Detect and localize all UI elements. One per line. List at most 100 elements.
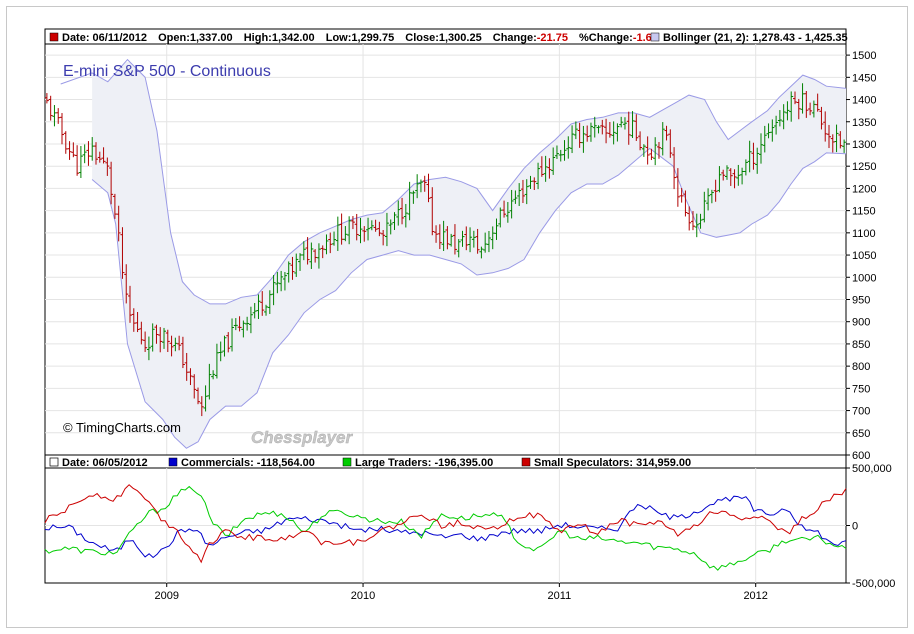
ohlc-bar — [751, 142, 756, 170]
ohlc-bar — [434, 225, 439, 243]
ohlc-bar — [554, 145, 559, 159]
header-high: High:1,342.00 — [244, 32, 315, 44]
ohlc-bar — [290, 256, 295, 280]
header-open: Open:1,337.00 — [158, 32, 233, 44]
price-y-tick-label: 1100 — [852, 228, 876, 240]
ohlc-bar — [709, 189, 714, 204]
ohlc-bar — [384, 212, 389, 247]
ohlc-bar — [706, 188, 711, 211]
header-bollinger: Bollinger (21, 2): 1,278.43 - 1,425.35 — [663, 32, 848, 44]
ohlc-bar — [105, 157, 110, 176]
ohlc-bar — [558, 149, 563, 162]
ohlc-bar — [184, 352, 189, 381]
ohlc-bar — [143, 331, 148, 352]
ohlc-bar — [301, 241, 306, 261]
ohlc-bar — [800, 83, 805, 114]
ohlc-bar — [653, 137, 658, 166]
ohlc-bar — [180, 336, 185, 369]
ohlc-bar — [245, 316, 250, 331]
ohlc-bar — [400, 197, 405, 225]
ohlc-bar — [392, 212, 397, 230]
ohlc-bar — [592, 116, 597, 138]
ohlc-bar — [260, 291, 265, 316]
ohlc-bar — [834, 124, 839, 153]
ohlc-bar — [483, 232, 488, 253]
ohlc-bar — [381, 230, 386, 246]
ohlc-bar — [48, 95, 53, 121]
ohlc-bar — [823, 111, 828, 142]
ohlc-bar — [551, 147, 556, 175]
ohlc-bar — [811, 100, 816, 118]
ohlc-bar — [354, 213, 359, 241]
ohlc-bar — [286, 261, 291, 283]
price-bars — [44, 83, 847, 417]
header-pct-label: %Change: — [579, 32, 633, 44]
ohlc-bar — [524, 179, 529, 205]
ohlc-bar — [732, 169, 737, 189]
ohlc-bar — [366, 217, 371, 241]
ohlc-bar — [101, 147, 106, 164]
ohlc-bar — [619, 116, 624, 128]
ohlc-bar — [426, 173, 431, 203]
watermark-text: Chessplayer — [251, 428, 353, 447]
ohlc-bar — [758, 133, 763, 164]
ohlc-bar — [471, 230, 476, 248]
ohlc-bar — [339, 213, 344, 245]
ohlc-bar — [411, 190, 416, 204]
ohlc-bar — [641, 144, 646, 157]
ohlc-bar — [838, 131, 843, 149]
cot-lines — [44, 484, 847, 571]
ohlc-bar — [789, 91, 794, 122]
ohlc-bar — [445, 226, 450, 250]
bollinger-bands — [60, 58, 847, 449]
ohlc-bar — [377, 221, 382, 237]
price-y-tick-label: 1150 — [852, 206, 876, 218]
ohlc-bar — [687, 206, 692, 231]
ohlc-bar — [570, 125, 575, 154]
ohlc-bar — [486, 230, 491, 253]
commercials-swatch — [168, 457, 178, 467]
ohlc-bar — [63, 131, 68, 154]
price-y-tick-label: 1200 — [852, 183, 876, 195]
ohlc-bar — [826, 124, 831, 149]
ohlc-bar — [418, 179, 423, 193]
ohlc-bar — [460, 230, 465, 247]
price-y-axis: 600 650 700 750 800 850 900 950 1000 1050 1100 1150… — [846, 50, 876, 462]
large-traders-swatch — [342, 457, 352, 467]
ohlc-bar — [702, 191, 707, 223]
ohlc-bar — [196, 387, 201, 405]
ohlc-bar — [766, 123, 771, 139]
price-y-tick-label: 1350 — [852, 117, 876, 129]
ohlc-bar — [44, 93, 49, 104]
ohlc-bar — [498, 207, 503, 228]
price-y-tick-label: 600 — [852, 450, 870, 462]
ohlc-bar — [226, 332, 231, 353]
ohlc-bar — [611, 121, 616, 145]
ohlc-bar — [369, 220, 374, 231]
cot-y-tick-label: -500,000 — [852, 578, 895, 590]
ohlc-bar — [233, 318, 238, 331]
ohlc-bar — [638, 131, 643, 151]
price-y-tick-label: 650 — [852, 428, 870, 440]
ohlc-bar — [683, 190, 688, 217]
ohlc-bar — [736, 164, 741, 186]
ohlc-bar — [71, 142, 76, 158]
small-speculators-swatch — [521, 457, 531, 467]
ohlc-bar — [774, 115, 779, 135]
ohlc-bar — [135, 312, 140, 333]
cot-y-tick-label: 500,000 — [852, 463, 892, 475]
ohlc-bar — [116, 205, 121, 242]
ohlc-bar — [264, 304, 269, 316]
ohlc-bar — [188, 368, 193, 386]
cot-series-large-traders — [44, 485, 847, 571]
ohlc-bar — [335, 216, 340, 251]
ohlc-bar — [630, 111, 635, 138]
ohlc-bar — [60, 113, 65, 145]
cot-panel — [44, 454, 847, 584]
ohlc-bar — [740, 167, 745, 185]
ohlc-bar — [279, 270, 284, 292]
ohlc-bar — [539, 156, 544, 177]
ohlc-bar — [830, 134, 835, 153]
ohlc-bar — [698, 213, 703, 229]
ohlc-bar — [230, 318, 235, 352]
